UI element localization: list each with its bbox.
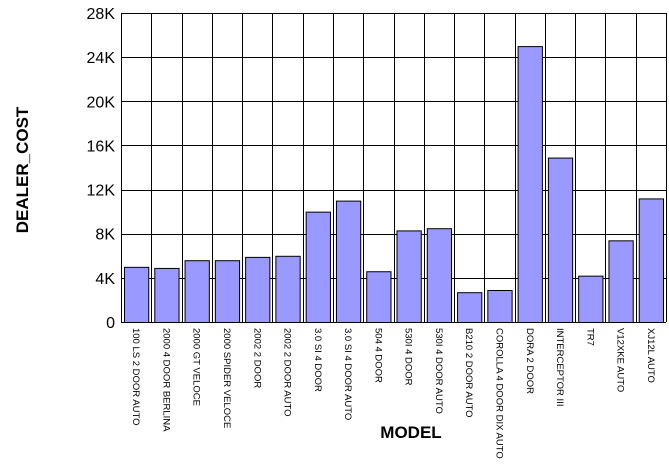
y-axis-title: DEALER_COST xyxy=(13,106,32,233)
x-axis-tick-labels: 100 LS 2 DOOR AUTO 2000 4 DOOR BERLINA 200… xyxy=(130,328,656,459)
bar xyxy=(547,157,574,323)
y-axis-tick-labels: 0 4K 8K 12K 16K 20K 24K 28K xyxy=(87,6,116,332)
x-tick-label: B210 2 DOOR AUTO xyxy=(463,328,474,418)
bar xyxy=(366,271,392,324)
x-axis-title: MODEL xyxy=(380,423,441,442)
bar xyxy=(335,200,362,324)
bar xyxy=(245,256,271,323)
x-tick-label: V12XKE AUTO xyxy=(615,328,626,392)
x-tick-label: INTERCEPTOR III xyxy=(554,328,565,406)
bar xyxy=(578,275,604,323)
y-tick-label: 16K xyxy=(87,138,116,155)
x-tick-label: 2000 SPIDER VELOCE xyxy=(221,328,232,428)
bar xyxy=(608,240,634,323)
y-tick-label: 12K xyxy=(87,183,116,200)
bar xyxy=(457,292,483,324)
x-tick-label: DORA 2 DOOR xyxy=(524,328,535,394)
y-tick-label: 28K xyxy=(87,6,116,23)
x-tick-label: XJ12L AUTO xyxy=(645,328,656,383)
bar xyxy=(426,228,453,323)
x-tick-label: 2000 GT VELOCE xyxy=(191,328,202,406)
bar xyxy=(396,230,422,323)
x-tick-label: 3.0 SI 4 DOOR AUTO xyxy=(342,328,353,420)
x-tick-label: 3.0 SI 4 DOOR xyxy=(312,328,323,392)
bar xyxy=(124,266,150,324)
x-tick-label: 2002 2 DOOR AUTO xyxy=(282,328,293,417)
bar xyxy=(305,211,331,323)
bar xyxy=(275,255,301,323)
bar xyxy=(517,46,543,323)
x-tick-label: 100 LS 2 DOOR AUTO xyxy=(130,328,141,426)
y-tick-label: 4K xyxy=(95,271,115,288)
bar xyxy=(638,198,665,323)
x-tick-label: 530I 4 DOOR xyxy=(403,328,414,386)
x-tick-label: 504 4 DOOR xyxy=(372,328,383,383)
x-tick-label: 2002 2 DOOR xyxy=(251,328,262,388)
bar xyxy=(214,260,241,324)
y-tick-label: 24K xyxy=(87,50,116,67)
x-tick-label: 530I 4 DOOR AUTO xyxy=(433,328,444,414)
y-tick-label: 8K xyxy=(95,227,115,244)
grid-lines xyxy=(121,13,667,323)
x-tick-label: TR7 xyxy=(584,328,595,346)
x-tick-label: COROLLA 4 DOOR DIX AUTO xyxy=(493,328,504,459)
bar xyxy=(184,260,210,324)
bar xyxy=(154,267,180,323)
y-tick-label: 20K xyxy=(87,94,116,111)
bar xyxy=(487,289,513,323)
bars xyxy=(124,46,665,324)
y-tick-label: 0 xyxy=(106,315,115,332)
x-tick-label: 2000 4 DOOR BERLINA xyxy=(160,328,171,432)
